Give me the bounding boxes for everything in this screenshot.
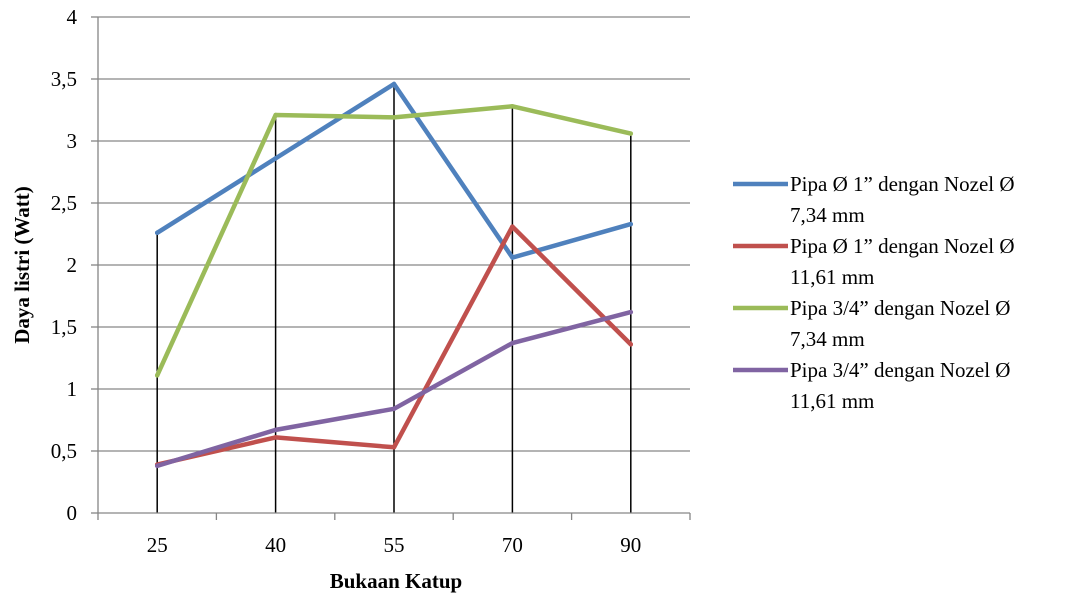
data-point bbox=[628, 342, 633, 347]
data-point bbox=[391, 406, 397, 412]
data-point bbox=[391, 115, 397, 120]
data-point bbox=[155, 230, 160, 235]
y-axis-title: Daya listri (Watt) bbox=[10, 186, 34, 343]
data-point bbox=[155, 373, 160, 378]
x-tick-label: 40 bbox=[265, 533, 286, 557]
series-lines bbox=[154, 81, 634, 469]
x-tick-labels: 25 40 55 70 90 bbox=[147, 533, 642, 557]
y-tick-label: 0 bbox=[67, 501, 78, 525]
y-tick-label: 3 bbox=[67, 129, 78, 153]
y-tick-label: 1 bbox=[67, 377, 78, 401]
legend-label: Pipa 3/4” dengan Nozel Ø bbox=[790, 296, 1010, 320]
legend-label: Pipa Ø 1” dengan Nozel Ø bbox=[790, 234, 1015, 258]
legend-item: Pipa 3/4” dengan Nozel Ø 11,61 mm bbox=[733, 358, 1010, 413]
data-point bbox=[273, 112, 278, 118]
legend-item: Pipa 3/4” dengan Nozel Ø 7,34 mm bbox=[733, 296, 1010, 351]
data-point bbox=[273, 156, 278, 161]
data-point bbox=[510, 224, 515, 229]
y-tick-label: 0,5 bbox=[51, 439, 77, 463]
data-point bbox=[273, 435, 278, 440]
data-point bbox=[273, 427, 278, 433]
x-axis-title: Bukaan Katup bbox=[330, 569, 462, 593]
y-tick-label: 2 bbox=[67, 253, 78, 277]
legend-item: Pipa Ø 1” dengan Nozel Ø 7,34 mm bbox=[733, 172, 1015, 227]
x-tick-label: 70 bbox=[502, 533, 523, 557]
legend-label: 7,34 mm bbox=[790, 203, 865, 227]
legend-label: 11,61 mm bbox=[790, 265, 874, 289]
y-tick-labels: 0 0,5 1 1,5 2 2,5 3 3,5 4 bbox=[51, 5, 78, 525]
y-tick-label: 4 bbox=[67, 5, 78, 29]
data-point bbox=[628, 131, 633, 136]
data-point bbox=[628, 221, 633, 227]
axes bbox=[91, 16, 691, 520]
x-tick-label: 55 bbox=[384, 533, 405, 557]
x-tick-label: 90 bbox=[620, 533, 641, 557]
legend-label: Pipa Ø 1” dengan Nozel Ø bbox=[790, 172, 1015, 196]
data-point bbox=[628, 309, 633, 315]
y-tick-label: 3,5 bbox=[51, 67, 77, 91]
data-point bbox=[391, 81, 397, 87]
data-point bbox=[155, 463, 160, 469]
legend-label: Pipa 3/4” dengan Nozel Ø bbox=[790, 358, 1010, 382]
y-tick-label: 2,5 bbox=[51, 191, 77, 215]
data-point bbox=[510, 340, 515, 346]
data-point bbox=[510, 104, 515, 109]
data-point bbox=[391, 445, 397, 450]
data-point bbox=[510, 255, 515, 260]
legend-label: 7,34 mm bbox=[790, 327, 865, 351]
y-tick-label: 1,5 bbox=[51, 315, 77, 339]
x-tick-label: 25 bbox=[147, 533, 168, 557]
legend-item: Pipa Ø 1” dengan Nozel Ø 11,61 mm bbox=[733, 234, 1015, 289]
legend-label: 11,61 mm bbox=[790, 389, 874, 413]
